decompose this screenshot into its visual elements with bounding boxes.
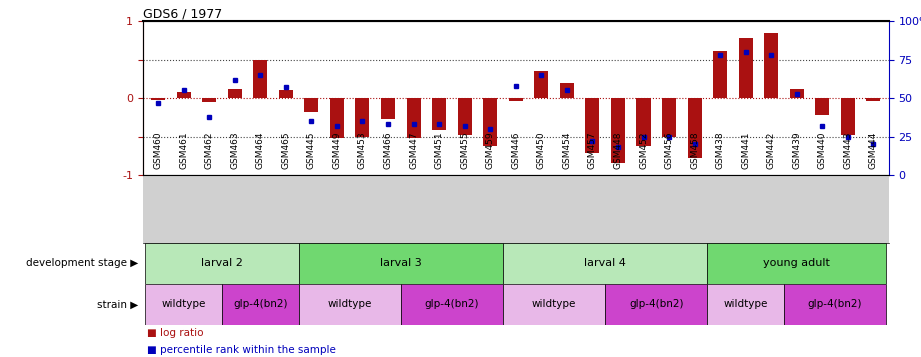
Bar [508, 98, 523, 101]
Bar [298, 284, 401, 325]
Text: larval 3: larval 3 [380, 258, 422, 268]
Bar [534, 71, 548, 98]
Bar [227, 89, 241, 98]
Bar [432, 98, 446, 130]
Bar [713, 51, 728, 98]
Bar [707, 284, 784, 325]
Bar [790, 89, 804, 98]
Bar [739, 38, 752, 98]
Text: wildtype: wildtype [161, 299, 205, 310]
Bar [202, 98, 216, 102]
Text: wildtype: wildtype [328, 299, 372, 310]
Bar [841, 98, 855, 135]
Text: larval 2: larval 2 [201, 258, 243, 268]
Text: ■ percentile rank within the sample: ■ percentile rank within the sample [147, 345, 336, 355]
Text: wildtype: wildtype [724, 299, 768, 310]
Bar [867, 98, 880, 101]
Bar [636, 98, 650, 146]
Bar [151, 98, 165, 100]
Bar [586, 98, 600, 154]
Bar [330, 98, 344, 138]
Bar [560, 83, 574, 98]
Bar [177, 92, 191, 98]
Bar [298, 243, 503, 284]
Bar [458, 98, 472, 135]
Bar [253, 60, 267, 98]
Bar [503, 243, 707, 284]
Text: young adult: young adult [764, 258, 830, 268]
Bar [503, 284, 605, 325]
Text: wildtype: wildtype [532, 299, 577, 310]
Bar [401, 284, 503, 325]
Text: glp-4(bn2): glp-4(bn2) [629, 299, 683, 310]
Bar [406, 98, 421, 138]
Text: glp-4(bn2): glp-4(bn2) [425, 299, 479, 310]
Bar [784, 284, 886, 325]
Bar [688, 98, 702, 158]
Bar [304, 98, 319, 112]
Text: larval 4: larval 4 [584, 258, 626, 268]
Text: ■ log ratio: ■ log ratio [147, 328, 204, 338]
Bar [707, 243, 886, 284]
Bar [611, 98, 625, 164]
Bar [279, 91, 293, 98]
Bar [484, 98, 497, 146]
Bar [605, 284, 707, 325]
Text: strain ▶: strain ▶ [97, 299, 138, 310]
Text: glp-4(bn2): glp-4(bn2) [808, 299, 862, 310]
Bar [662, 98, 676, 137]
Bar [764, 33, 778, 98]
Bar [815, 98, 830, 115]
Bar [381, 98, 395, 119]
Text: GDS6 / 1977: GDS6 / 1977 [143, 7, 222, 20]
Bar [146, 243, 298, 284]
Text: development stage ▶: development stage ▶ [26, 258, 138, 268]
Text: glp-4(bn2): glp-4(bn2) [233, 299, 287, 310]
Bar [356, 98, 369, 137]
Bar [222, 284, 298, 325]
Bar [146, 284, 222, 325]
